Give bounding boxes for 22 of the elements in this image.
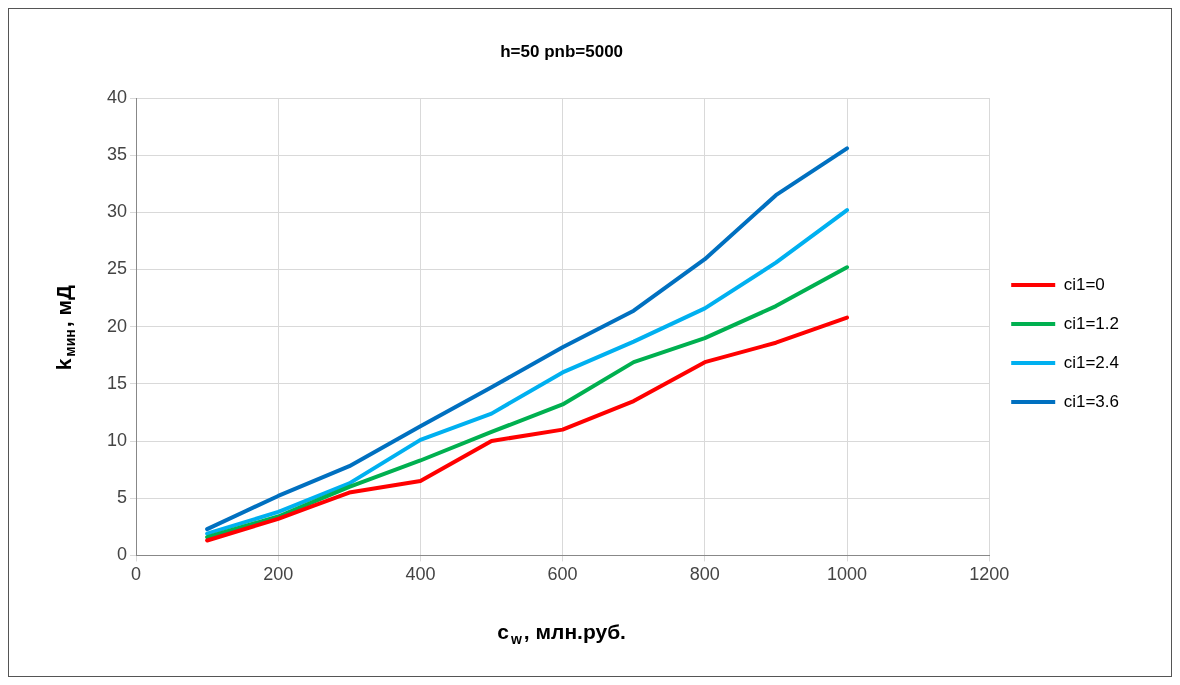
legend-label: ci1=2.4 (1063, 352, 1120, 372)
x-tick-label: 400 (405, 564, 436, 585)
y-tick-label: 20 (106, 315, 128, 336)
y-tick-label: 0 (117, 544, 128, 565)
x-tick-label: 1200 (969, 564, 1010, 585)
y-tick-label: 25 (106, 258, 128, 279)
y-axis-title: kмин, мД (51, 285, 79, 371)
x-tick-label: 1000 (826, 564, 868, 585)
x-tick-label: 0 (131, 564, 142, 585)
x-tick-label: 200 (263, 564, 294, 585)
legend-label: ci1=3.6 (1063, 391, 1120, 411)
x-tick-label: 600 (547, 564, 578, 585)
y-tick-label: 35 (106, 144, 128, 165)
y-tick-label: 10 (106, 430, 128, 451)
y-tick-label: 40 (106, 86, 128, 107)
y-tick-label: 15 (106, 372, 128, 393)
legend-label: ci1=0 (1063, 274, 1105, 294)
x-tick-label: 800 (689, 564, 720, 585)
chart-title: h=50 pnb=5000 (500, 41, 624, 61)
y-tick-label: 30 (106, 201, 128, 222)
legend-label: ci1=1.2 (1063, 313, 1120, 333)
y-tick-label: 5 (117, 487, 128, 508)
